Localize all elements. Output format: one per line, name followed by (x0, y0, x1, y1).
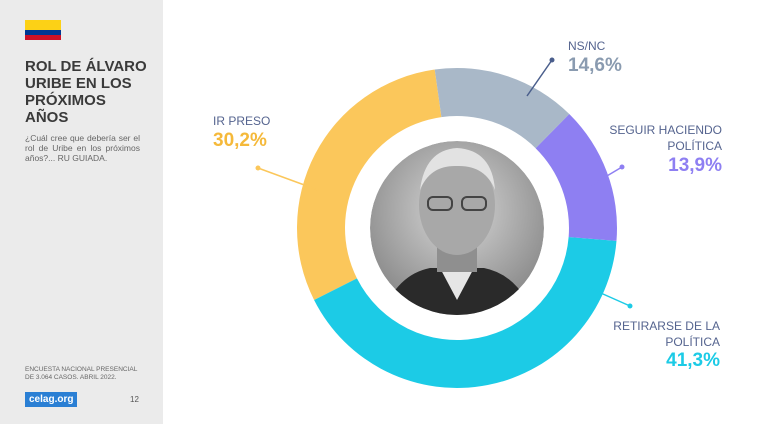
note: ENCUESTA NACIONAL PRESENCIAL DE 3.064 CA… (25, 366, 138, 381)
value-label: 30,2% (213, 130, 267, 151)
connector (589, 166, 623, 187)
value-label: 14,6% (568, 55, 622, 76)
value-label: 13,9% (668, 155, 722, 176)
value-label: 41,3% (666, 350, 720, 371)
photo (370, 141, 544, 315)
chart-title: ROL DE ÁLVARO URIBE EN LOS PRÓXIMOS AÑOS (25, 58, 147, 126)
connector (526, 59, 553, 97)
slice-label: SEGUIR HACIENDO POLÍTICA (609, 123, 722, 153)
connector-dot (627, 303, 633, 309)
slice-label: IR PRESO (213, 114, 271, 128)
slice-label: RETIRARSE DE LA POLÍTICA (613, 319, 720, 349)
donut-slice (535, 113, 617, 241)
flag (25, 20, 61, 40)
connector-dot (549, 57, 555, 63)
subtitle: ¿Cuál cree que debería ser el rol de Uri… (25, 133, 140, 163)
page-number: 12 (130, 395, 139, 404)
connector-dot (255, 165, 261, 171)
donut-slice (314, 236, 617, 389)
logo: celag.org (25, 392, 78, 407)
slice-label: NS/NC (568, 39, 606, 53)
donut-slice (434, 68, 570, 149)
sidebar: ROL DE ÁLVARO URIBE EN LOS PRÓXIMOS AÑOS… (0, 0, 163, 424)
donut-slice (297, 69, 442, 300)
connector-dot (619, 164, 625, 170)
connector (257, 167, 319, 191)
connector (584, 285, 631, 307)
